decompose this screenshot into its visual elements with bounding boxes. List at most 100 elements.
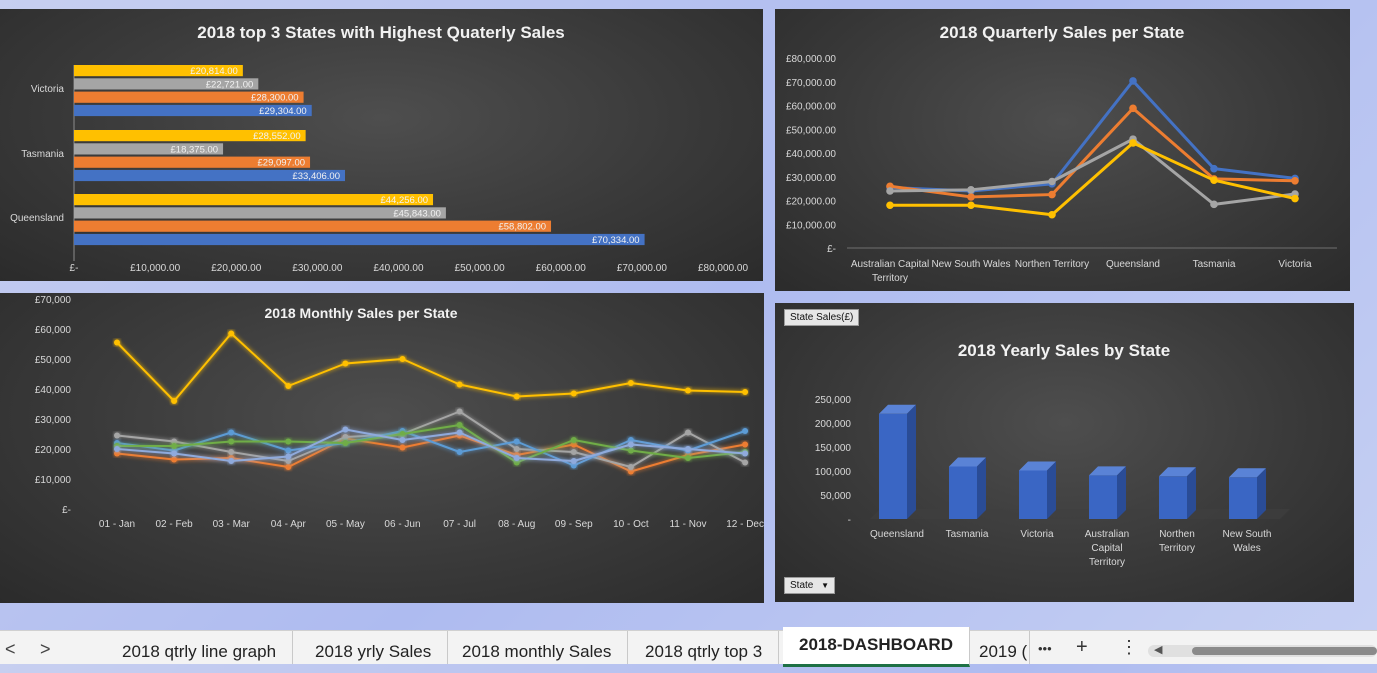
x-tick-label: New South bbox=[1223, 529, 1272, 540]
bar-side bbox=[1117, 466, 1126, 519]
chart-yearly-title: 2018 Yearly Sales by State bbox=[958, 341, 1170, 360]
sheet-menu-icon[interactable]: ⋮ bbox=[1120, 637, 1138, 657]
data-point bbox=[1048, 190, 1056, 199]
data-point bbox=[886, 201, 894, 210]
x-tick-label: Victoria bbox=[1278, 259, 1312, 270]
data-point bbox=[285, 458, 292, 464]
data-point bbox=[1129, 139, 1137, 147]
data-label: £28,552.00 bbox=[253, 131, 301, 142]
bar bbox=[74, 207, 446, 219]
series-line bbox=[116, 428, 746, 462]
tab-2019[interactable]: 2019 ( bbox=[963, 631, 1030, 664]
y-tick-label: £- bbox=[827, 244, 836, 255]
more-tabs-icon[interactable]: ••• bbox=[1038, 641, 1052, 656]
data-point bbox=[627, 464, 634, 470]
data-point bbox=[685, 455, 691, 461]
x-tick-label: Victoria bbox=[1020, 529, 1054, 540]
data-point bbox=[742, 428, 749, 434]
data-point bbox=[342, 360, 349, 367]
x-tick-label: Northen Territory bbox=[1015, 259, 1089, 270]
tab-2018-monthly-sales[interactable]: 2018 monthly Sales bbox=[446, 631, 629, 664]
x-tick-label: Territory bbox=[1089, 557, 1125, 568]
bar bbox=[74, 156, 311, 168]
add-sheet-icon[interactable]: + bbox=[1076, 636, 1088, 658]
data-point bbox=[456, 381, 463, 388]
data-point bbox=[171, 443, 178, 449]
tab-prev-icon[interactable]: < bbox=[5, 639, 16, 659]
bar-side bbox=[1187, 467, 1196, 519]
data-point bbox=[342, 426, 349, 433]
horizontal-scrollbar[interactable]: ◀ bbox=[1148, 644, 1377, 657]
data-point bbox=[627, 441, 634, 448]
y-tick-label: £10,000.00 bbox=[786, 220, 836, 231]
pivot-filter-button[interactable]: State ▼ bbox=[784, 577, 836, 594]
series-line bbox=[889, 137, 1296, 206]
chart-top3-svg: 2018 top 3 States with Highest Quaterly … bbox=[10, 23, 748, 274]
tab-2018-yrly-sales[interactable]: 2018 yrly Sales bbox=[299, 631, 449, 664]
y-tick-label: £60,000 bbox=[35, 325, 72, 336]
data-point bbox=[171, 450, 178, 457]
y-tick-label: £60,000.00 bbox=[786, 102, 836, 113]
data-point bbox=[1291, 194, 1299, 203]
category-label: Victoria bbox=[31, 84, 65, 95]
y-tick-label: 50,000 bbox=[820, 491, 851, 502]
x-tick-label: £30,000.00 bbox=[292, 263, 342, 274]
scrollbar-thumb[interactable] bbox=[1192, 647, 1377, 655]
y-tick-label: £20,000.00 bbox=[786, 197, 836, 208]
series-line bbox=[117, 424, 746, 464]
tab-2018-qtrly-top-3[interactable]: 2018 qtrly top 3 bbox=[629, 631, 780, 664]
series-line bbox=[889, 106, 1296, 199]
data-point bbox=[742, 450, 749, 457]
chart-monthly-panel[interactable]: 2018 Monthly Sales per State £- £10,000 £2… bbox=[0, 293, 764, 603]
data-point bbox=[114, 446, 120, 452]
tab-2018-qtrly-line-graph[interactable]: 2018 qtrly line graph bbox=[106, 631, 294, 664]
data-point bbox=[228, 438, 235, 445]
scroll-left-icon[interactable]: ◀ bbox=[1154, 644, 1163, 656]
chart-quarterly-panel[interactable]: 2018 Quarterly Sales per State £- £10,000… bbox=[775, 9, 1350, 291]
x-tick-label: £50,000.00 bbox=[455, 263, 505, 274]
data-point bbox=[513, 446, 520, 452]
x-tick-label: Australian Capital bbox=[851, 259, 929, 270]
y-tick-label: 100,000 bbox=[815, 467, 852, 478]
data-label: £33,406.00 bbox=[292, 171, 340, 182]
x-tick-label: Wales bbox=[1233, 543, 1260, 554]
y-tick-label: £- bbox=[62, 505, 71, 516]
data-point bbox=[285, 464, 292, 470]
category-label: Queensland bbox=[10, 213, 64, 224]
chart-top3-panel[interactable]: 2018 top 3 States with Highest Quaterly … bbox=[0, 9, 763, 281]
y-tick-label: 200,000 bbox=[815, 419, 852, 430]
x-tick-label: 06 - Jun bbox=[384, 519, 420, 530]
chart-yearly-panel[interactable]: State Sales(£) 2018 Yearly Sales by Stat… bbox=[775, 303, 1354, 602]
sheet-tab-bar: < > 2018 qtrly line graph 2018 yrly Sale… bbox=[0, 627, 1377, 667]
bar bbox=[74, 194, 434, 206]
y-tick-label: £40,000.00 bbox=[786, 149, 836, 160]
x-tick-label: Territory bbox=[1159, 543, 1195, 554]
bar-side bbox=[977, 457, 986, 519]
data-point bbox=[685, 429, 691, 436]
data-label: £29,097.00 bbox=[258, 158, 306, 169]
data-point bbox=[627, 468, 634, 475]
tab-next-icon[interactable]: > bbox=[40, 639, 51, 659]
bar bbox=[1229, 477, 1257, 519]
data-point bbox=[1048, 177, 1056, 186]
data-point bbox=[627, 447, 634, 454]
data-point bbox=[342, 434, 349, 440]
x-tick-label: 05 - May bbox=[326, 519, 365, 530]
data-point bbox=[228, 330, 235, 337]
y-tick-label: - bbox=[848, 515, 851, 526]
bar bbox=[879, 413, 907, 519]
x-tick-label: £70,000.00 bbox=[617, 263, 667, 274]
pivot-field-button[interactable]: State Sales(£) bbox=[784, 309, 860, 326]
bar bbox=[74, 78, 259, 90]
y-tick-label: £70,000.00 bbox=[786, 78, 836, 89]
x-tick-label: 01 - Jan bbox=[99, 519, 135, 530]
tab-2018-dashboard[interactable]: 2018-DASHBOARD bbox=[783, 627, 970, 667]
data-label: £28,300.00 bbox=[251, 93, 299, 104]
data-point bbox=[228, 429, 235, 436]
data-point bbox=[456, 429, 463, 436]
bar bbox=[74, 91, 304, 103]
y-tick-label: £10,000 bbox=[35, 475, 72, 486]
data-point bbox=[399, 431, 406, 437]
data-label: £44,256.00 bbox=[380, 195, 428, 206]
y-tick-label: £20,000 bbox=[35, 445, 72, 456]
